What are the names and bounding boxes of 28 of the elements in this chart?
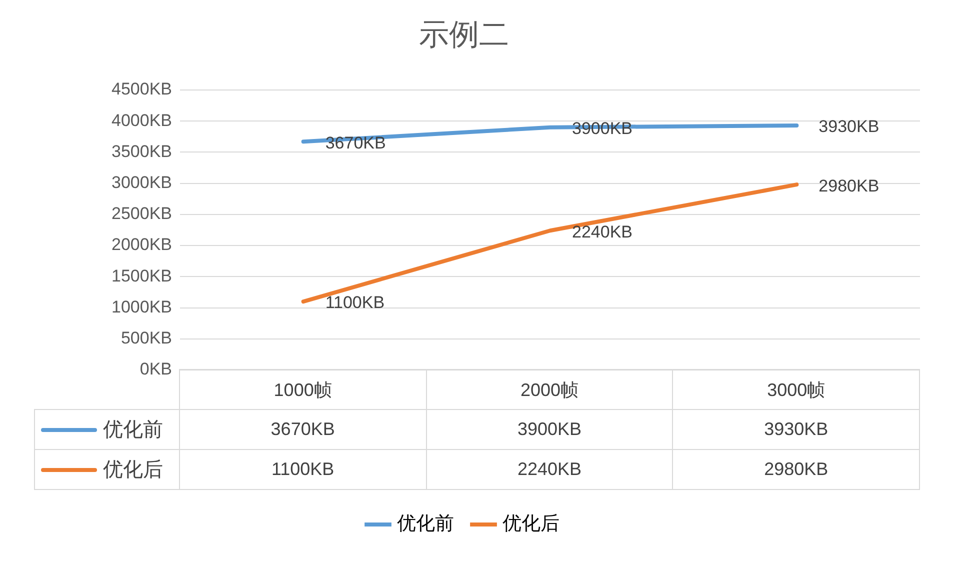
text: 优化前 — [397, 514, 454, 535]
text: 3930KB — [818, 117, 880, 136]
y-tick-label: 2500KB — [112, 204, 172, 224]
x-tick-label: 2000帧 — [426, 369, 674, 410]
y-tick-label: 3500KB — [112, 142, 172, 161]
data-label: 2240KB — [426, 449, 674, 490]
y-tick-label: 4000KB — [112, 110, 172, 130]
x-tick-label: 1000帧 — [179, 369, 427, 410]
text: 2980KB — [818, 176, 880, 196]
text: 2240KB — [572, 222, 632, 242]
data-label: 3670KB — [179, 409, 427, 450]
y-tick-label: 500KB — [120, 328, 172, 348]
y-tick-label: 0KB — [140, 360, 172, 379]
legend-label: 优化前 — [103, 418, 163, 443]
chart-title: 示例二 — [419, 18, 509, 52]
data-label: 3930KB — [672, 409, 920, 450]
y-tick-label: 3000KB — [112, 173, 172, 192]
text: 1100KB — [325, 293, 385, 312]
data-label: 2980KB — [672, 449, 920, 490]
text: 优化后 — [502, 514, 560, 535]
y-tick-label: 1000KB — [112, 297, 172, 316]
y-tick-label: 2000KB — [112, 235, 172, 254]
legend-label: 优化后 — [103, 458, 163, 483]
data-label: 1100KB — [179, 449, 427, 490]
y-tick-label: 4500KB — [112, 80, 172, 99]
data-label: 3900KB — [426, 409, 674, 450]
x-tick-label: 3000帧 — [672, 369, 920, 410]
y-tick-label: 1500KB — [112, 266, 172, 286]
